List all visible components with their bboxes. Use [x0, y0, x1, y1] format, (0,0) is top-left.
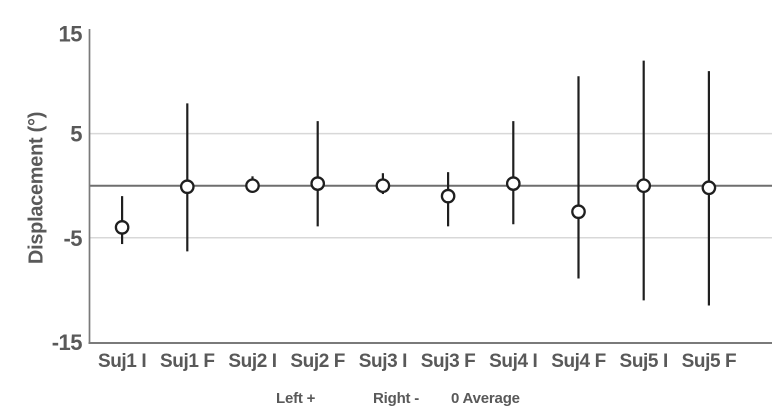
- x-category-label: Suj3 F: [421, 351, 476, 372]
- x-category-label: Suj5 F: [682, 351, 737, 372]
- legend-item-right-minus: Right -: [373, 390, 420, 407]
- data-point-marker: [114, 220, 130, 235]
- x-category-label: Suj1 I: [98, 351, 146, 372]
- y-axis-title: Displacement (°): [25, 111, 48, 265]
- data-point-marker: [440, 188, 456, 204]
- x-category-label: Suj3 I: [359, 351, 407, 372]
- x-category-label: Suj2 F: [290, 351, 345, 372]
- data-point-marker: [310, 176, 326, 191]
- data-point-marker: [179, 179, 195, 195]
- legend-item-zero-average: 0 Average: [451, 390, 520, 407]
- y-tick-label: 5: [70, 122, 82, 147]
- data-point-marker: [505, 176, 521, 191]
- x-category-label: Suj1 F: [160, 351, 215, 372]
- y-tick-label: -15: [52, 330, 83, 355]
- x-category-label: Suj4 I: [489, 351, 537, 372]
- x-category-label: Suj2 I: [228, 351, 276, 372]
- y-tick-label: 15: [59, 21, 83, 46]
- data-point-marker: [701, 180, 717, 196]
- x-category-label: Suj4 F: [551, 351, 606, 372]
- data-point-marker: [636, 178, 652, 194]
- legend: Left + Right - 0 Average: [0, 390, 772, 410]
- data-point-marker: [375, 178, 391, 194]
- x-category-label: Suj5 I: [620, 351, 668, 372]
- data-point-marker: [571, 204, 586, 220]
- y-tick-label: -5: [63, 226, 82, 251]
- data-point-marker: [245, 178, 260, 194]
- legend-item-left-plus: Left +: [276, 390, 316, 407]
